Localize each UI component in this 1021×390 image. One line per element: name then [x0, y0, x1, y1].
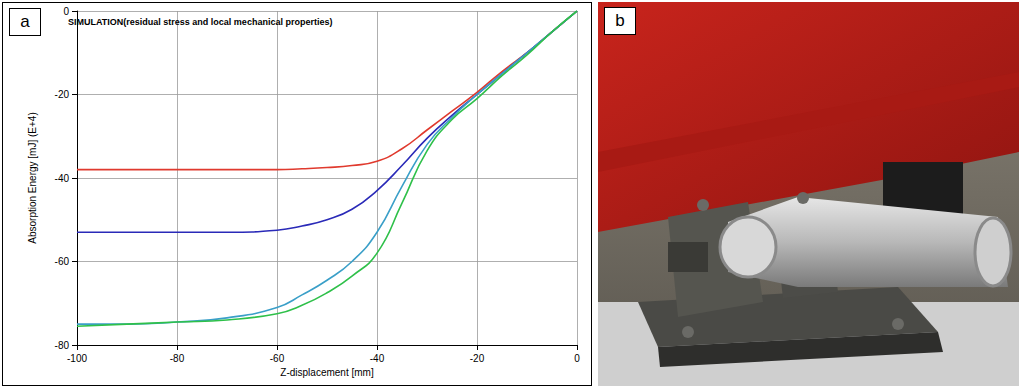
svg-text:-80: -80: [55, 340, 70, 351]
svg-text:-60: -60: [270, 353, 285, 364]
svg-text:-40: -40: [370, 353, 385, 364]
svg-text:-80: -80: [170, 353, 185, 364]
html-text:a: a: [20, 12, 30, 31]
svg-text:-100: -100: [67, 353, 87, 364]
svg-text:-20: -20: [470, 353, 485, 364]
svg-text:-20: -20: [55, 89, 70, 100]
svg-text:0: 0: [63, 6, 69, 17]
svg-text:-40: -40: [55, 173, 70, 184]
svg-text:0: 0: [574, 353, 580, 364]
svg-text:-60: -60: [55, 256, 70, 267]
svg-text:SIMULATION(residual stress and: SIMULATION(residual stress and local mec…: [68, 17, 332, 27]
html-text:b: b: [615, 11, 625, 30]
svg-text:Z-displacement [mm]: Z-displacement [mm]: [280, 367, 374, 378]
svg-text:Absorption Energy [mJ] (E+4): Absorption Energy [mJ] (E+4): [27, 112, 38, 243]
